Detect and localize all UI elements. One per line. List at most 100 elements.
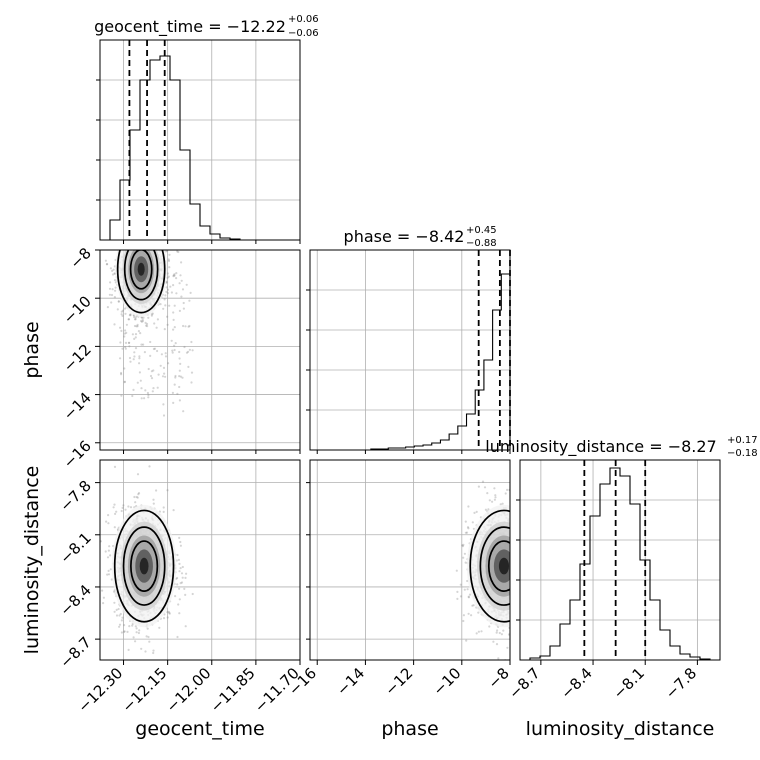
sample-point (542, 527, 544, 529)
title-geocent-time: geocent_time = −12.22 (94, 17, 286, 37)
sample-point (511, 558, 513, 560)
sample-point (146, 325, 149, 328)
sample-point (133, 355, 136, 358)
sample-point (544, 528, 546, 530)
sample-point (137, 247, 139, 249)
sample-point (131, 333, 134, 336)
sample-point (101, 589, 104, 592)
sample-point (152, 498, 155, 501)
sample-point (525, 609, 527, 611)
scatter-panel-phase-luminosity_distance (309, 459, 548, 661)
sample-point (515, 584, 517, 586)
sample-point (130, 244, 132, 246)
sample-point (156, 318, 159, 321)
sample-point (119, 612, 122, 616)
sample-point (132, 636, 135, 639)
sample-point (150, 241, 152, 243)
sample-point (521, 602, 523, 604)
sample-point (108, 545, 111, 548)
sample-point (119, 357, 122, 360)
sample-point (122, 244, 124, 246)
sample-point (499, 503, 502, 506)
sample-point (134, 246, 136, 248)
sample-point (520, 600, 522, 602)
sample-point (146, 391, 149, 395)
sample-point (115, 614, 119, 617)
sample-point (522, 577, 524, 579)
sample-point (124, 329, 127, 332)
sample-point (513, 577, 515, 579)
sample-point (477, 485, 480, 488)
sample-point (144, 650, 147, 653)
sample-point (138, 371, 141, 374)
sample-point (110, 301, 113, 304)
sample-point (530, 532, 532, 534)
sample-point (471, 604, 474, 607)
sample-point (179, 582, 182, 585)
sample-point (157, 235, 159, 237)
sample-point (470, 614, 473, 617)
sample-point (113, 610, 116, 613)
sample-point (113, 296, 116, 299)
sample-point (129, 242, 131, 244)
sample-point (513, 528, 515, 530)
sample-point (151, 245, 153, 247)
sample-point (510, 571, 512, 573)
sample-point (134, 316, 137, 319)
sample-point (514, 532, 516, 534)
sample-point (150, 370, 153, 373)
sample-point (536, 573, 538, 575)
sample-point (520, 597, 522, 599)
sample-point (120, 313, 123, 316)
sample-point (157, 224, 159, 226)
sample-point (516, 563, 518, 565)
sample-point (538, 598, 540, 600)
sample-point (523, 545, 525, 547)
sample-point (138, 357, 141, 360)
sample-point (124, 508, 127, 511)
sample-point (150, 218, 152, 220)
sample-point (170, 339, 173, 342)
sample-point (527, 574, 529, 576)
sample-point (527, 559, 529, 561)
sample-point (528, 530, 530, 532)
xlabel-luminosity-distance: luminosity_distance (526, 718, 715, 740)
sample-point (528, 583, 530, 585)
sample-point (514, 566, 516, 568)
sample-point (108, 293, 111, 296)
title-luminosity-distance-minus: −0.18 (727, 448, 758, 459)
sample-point (513, 588, 515, 590)
sample-point (513, 543, 515, 545)
sample-point (133, 236, 135, 238)
sample-point (166, 272, 169, 275)
sample-point (522, 612, 524, 614)
sample-point (151, 390, 154, 393)
sample-point (515, 514, 517, 516)
sample-point (517, 526, 519, 528)
sample-point (167, 259, 171, 262)
sample-point (185, 351, 189, 354)
sample-point (158, 236, 160, 238)
sample-point (546, 649, 548, 651)
sample-point (521, 577, 523, 579)
sample-point (173, 326, 176, 329)
sample-point (132, 358, 135, 361)
contour-line (479, 526, 510, 606)
sample-point (510, 579, 512, 581)
sample-point (524, 601, 526, 603)
sample-point (106, 263, 109, 266)
y-tick-label-luminosity_distance: −7.8 (56, 477, 94, 515)
sample-point (127, 505, 130, 508)
sample-point (515, 521, 517, 523)
sample-point (510, 503, 512, 505)
sample-point (511, 545, 513, 547)
sample-point (532, 570, 534, 572)
sample-point (515, 630, 517, 632)
sample-point (140, 316, 144, 319)
sample-point (139, 232, 141, 234)
sample-point (178, 357, 181, 360)
sample-point (168, 611, 171, 615)
sample-point (510, 549, 512, 551)
sample-point (132, 243, 134, 245)
sample-point (185, 283, 188, 286)
